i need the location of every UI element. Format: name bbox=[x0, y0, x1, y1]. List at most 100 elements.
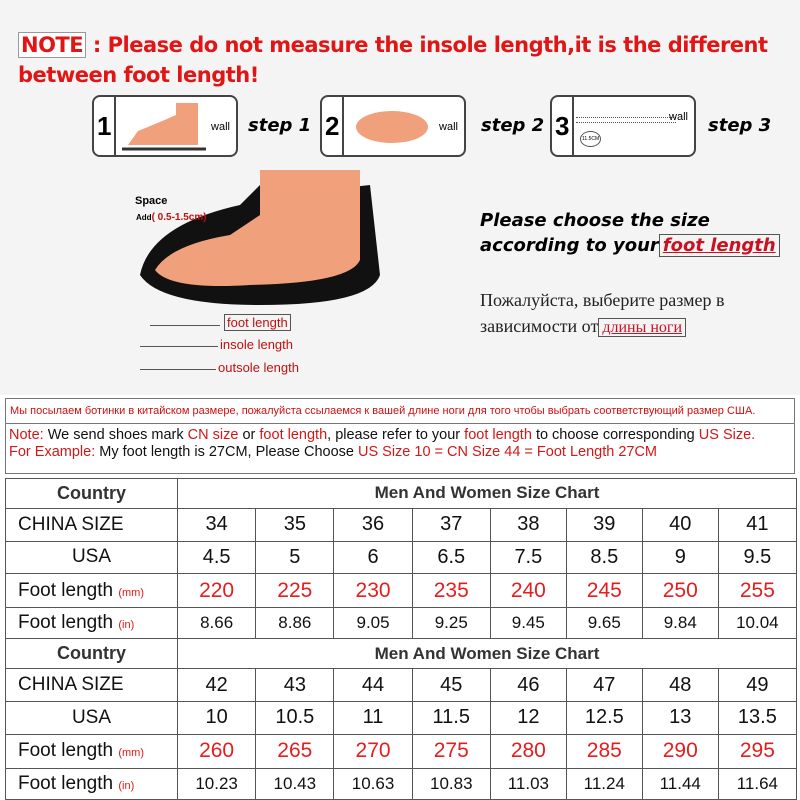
table-cell: 37 bbox=[411, 507, 491, 542]
table-cell: 10.04 bbox=[717, 607, 798, 640]
table-cell: 40 bbox=[641, 507, 719, 542]
step-3-label: step 3 bbox=[708, 115, 772, 136]
country-header: Country bbox=[5, 638, 178, 670]
table-cell: 9.84 bbox=[641, 607, 719, 640]
table-cell: 265 bbox=[255, 733, 335, 769]
table-cell: 10.43 bbox=[255, 767, 335, 800]
shoe-foot-illustration bbox=[140, 170, 380, 305]
table-cell: 8.5 bbox=[565, 540, 643, 575]
size-chart-table: Country Men And Women Size Chart CHINA SIZ… bbox=[5, 478, 798, 800]
row-label: USA bbox=[5, 701, 178, 735]
row-label: CHINA SIZE bbox=[5, 668, 178, 703]
table-cell: 10 bbox=[176, 701, 257, 735]
table-cell: 260 bbox=[176, 733, 257, 769]
insole-length-label: insole length bbox=[220, 337, 293, 352]
row-label: Foot length (mm) bbox=[5, 733, 178, 769]
note-banner: NOTE : Please do not measure the insole … bbox=[18, 32, 768, 87]
foot-top-icon bbox=[356, 111, 428, 143]
table-cell: 48 bbox=[641, 668, 719, 703]
chart-title: Men And Women Size Chart bbox=[177, 638, 797, 670]
table-cell: 230 bbox=[333, 573, 413, 609]
table-cell: 11 bbox=[333, 701, 413, 735]
table-cell: 44 bbox=[333, 668, 413, 703]
step-2-panel: 2 wall bbox=[320, 95, 466, 157]
step-1-panel: 1 wall bbox=[92, 95, 238, 157]
foot-length-in-row: Foot length (in) 8.66 8.86 9.05 9.25 9.45 9.65… bbox=[5, 607, 798, 640]
table-cell: 290 bbox=[641, 733, 719, 769]
table-cell: 11.5 bbox=[411, 701, 491, 735]
wall-label: wall bbox=[439, 121, 458, 133]
ruler-icon bbox=[576, 117, 676, 123]
foot-side-icon bbox=[122, 103, 206, 151]
table-cell: 45 bbox=[411, 668, 491, 703]
table-cell: 9.05 bbox=[333, 607, 413, 640]
table-cell: 35 bbox=[255, 507, 335, 542]
foot-length-mm-row: Foot length (mm) 260 265 270 275 280 285 290 295 bbox=[5, 733, 798, 769]
table-cell: 11.64 bbox=[717, 767, 798, 800]
table-cell: 240 bbox=[489, 573, 567, 609]
step-3-panel: 3 11.5CM wall bbox=[550, 95, 696, 157]
table-cell: 8.86 bbox=[255, 607, 335, 640]
table-cell: 295 bbox=[717, 733, 798, 769]
table-cell: 10.83 bbox=[411, 767, 491, 800]
foot-length-mm-row: Foot length (mm) 220 225 230 235 240 245 250 255 bbox=[5, 573, 798, 609]
table-cell: 285 bbox=[565, 733, 643, 769]
note-text: Please do not measure the insole length,… bbox=[18, 33, 768, 87]
row-label: Foot length (in) bbox=[5, 767, 178, 800]
instruction-en-line2: according to your bbox=[480, 235, 659, 256]
table-cell: 41 bbox=[717, 507, 798, 542]
table-cell: 270 bbox=[333, 733, 413, 769]
table-cell: 42 bbox=[176, 668, 257, 703]
table-cell: 10.23 bbox=[176, 767, 257, 800]
table-cell: 10.63 bbox=[333, 767, 413, 800]
table-cell: 235 bbox=[411, 573, 491, 609]
table-cell: 11.44 bbox=[641, 767, 719, 800]
step-2-label: step 2 bbox=[481, 115, 545, 136]
step-number: 2 bbox=[325, 111, 340, 141]
notice-box: Мы посылаем ботинки в китайском размере,… bbox=[5, 398, 795, 474]
table-cell: 4.5 bbox=[176, 540, 257, 575]
table-cell: 7.5 bbox=[489, 540, 567, 575]
row-label: Foot length (mm) bbox=[5, 573, 178, 609]
instruction-ru-line2: зависимости от bbox=[480, 316, 599, 336]
table-cell: 11.24 bbox=[565, 767, 643, 800]
table-cell: 275 bbox=[411, 733, 491, 769]
outsole-length-label: outsole length bbox=[218, 360, 299, 375]
country-header: Country bbox=[5, 478, 178, 509]
table-cell: 46 bbox=[489, 668, 567, 703]
table-cell: 11.03 bbox=[489, 767, 567, 800]
table-cell: 13.5 bbox=[717, 701, 798, 735]
table-cell: 12 bbox=[489, 701, 567, 735]
table-cell: 9.45 bbox=[489, 607, 567, 640]
chart-title: Men And Women Size Chart bbox=[177, 478, 797, 509]
add-range: ( 0.5-1.5cm) bbox=[151, 212, 207, 223]
step-number: 3 bbox=[555, 111, 570, 141]
china-size-row: CHINA SIZE 42 43 44 45 46 47 48 49 bbox=[5, 668, 798, 703]
notice-russian: Мы посылаем ботинки в китайском размере,… bbox=[6, 399, 794, 424]
row-label: CHINA SIZE bbox=[5, 507, 178, 542]
table-cell: 280 bbox=[489, 733, 567, 769]
wall-label: wall bbox=[669, 111, 688, 123]
table-cell: 43 bbox=[255, 668, 335, 703]
table-cell: 47 bbox=[565, 668, 643, 703]
table-cell: 36 bbox=[333, 507, 413, 542]
table-cell: 12.5 bbox=[565, 701, 643, 735]
notice-line: Note: We send shoes mark CN size or foot… bbox=[9, 427, 756, 443]
table-cell: 5 bbox=[255, 540, 335, 575]
table-cell: 220 bbox=[176, 573, 257, 609]
row-label: Foot length (in) bbox=[5, 607, 178, 640]
usa-size-row: USA 10 10.5 11 11.5 12 12.5 13 13.5 bbox=[5, 701, 798, 735]
foot-length-ru-highlight: длины ноги bbox=[598, 318, 686, 337]
table-cell: 6 bbox=[333, 540, 413, 575]
table-header-row: Country Men And Women Size Chart bbox=[5, 638, 797, 670]
wall-label: wall bbox=[211, 121, 230, 133]
instruction-en-line1: Please choose the size bbox=[480, 210, 710, 231]
foot-length-highlight: foot length bbox=[658, 234, 780, 257]
note-label: NOTE bbox=[18, 32, 87, 58]
table-cell: 245 bbox=[565, 573, 643, 609]
foot-length-label: foot length bbox=[224, 314, 291, 331]
table-cell: 10.5 bbox=[255, 701, 335, 735]
add-label: Add bbox=[136, 213, 152, 222]
table-cell: 250 bbox=[641, 573, 719, 609]
table-cell: 255 bbox=[717, 573, 798, 609]
